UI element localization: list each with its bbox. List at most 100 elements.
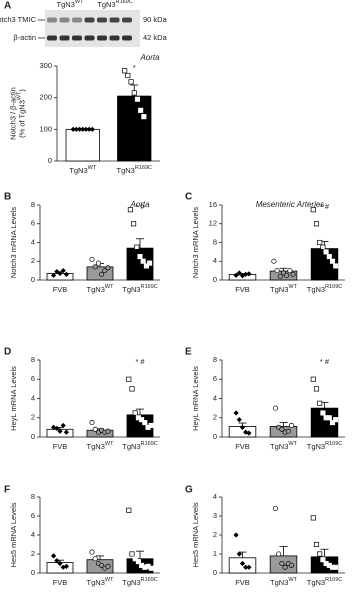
data-point (288, 422, 295, 429)
y-axis-label: Hes5 mRNA Levels (191, 502, 200, 567)
superscript: R169C (325, 577, 342, 583)
significance: * # (135, 202, 145, 211)
panel-letter: A (4, 1, 11, 12)
x-tick-label: TgN3WT (270, 441, 298, 451)
blot-band (122, 17, 132, 23)
x-tick-label: FVB (53, 578, 68, 587)
data-point (63, 563, 69, 569)
data-point (102, 268, 108, 274)
data-point (290, 271, 296, 277)
y-axis-label: Notch3 mRNA Levels (9, 207, 18, 279)
text-part: TgN3 (87, 578, 105, 587)
data-point (233, 532, 239, 538)
data-point (246, 564, 252, 570)
bar (117, 95, 152, 162)
data-point (236, 417, 242, 423)
panel-title: Mesenteric Arteries (256, 200, 325, 209)
text-part: TgN3 (270, 285, 288, 294)
data-point (139, 417, 145, 423)
data-point (236, 270, 242, 276)
data-point (132, 556, 138, 562)
x-tick-label: TgN3WT (87, 284, 115, 294)
y-tick-label: 2 (31, 549, 35, 558)
x-tick-label: TgN3R169C (307, 577, 342, 587)
size-label: 42 kDa (143, 33, 168, 42)
lane-label: TgN3R169C (97, 0, 132, 9)
superscript: WT (105, 441, 114, 447)
data-point (92, 556, 98, 562)
superscript: R169C (116, 0, 133, 5)
data-point (105, 428, 111, 434)
data-point (142, 420, 148, 426)
data-point (243, 271, 249, 277)
y-tick-label: 6 (213, 374, 217, 383)
y-tick-label: 2 (31, 413, 35, 422)
data-point (313, 541, 320, 548)
significance: * # (135, 357, 145, 366)
superscript: R169C (325, 284, 342, 290)
blot-band (97, 35, 107, 41)
superscript: R169C (141, 441, 158, 447)
y-axis-label: Notch3 mRNA Levels (191, 207, 200, 279)
y-tick-label: 8 (31, 355, 35, 364)
data-point (63, 429, 69, 435)
y-tick-label: 0 (31, 568, 35, 577)
data-point (89, 256, 95, 262)
y-axis-label: HeyL mRNA Levels (9, 366, 18, 431)
data-point (148, 565, 154, 571)
x-tick-label: TgN3WT (69, 165, 97, 175)
data-point (326, 415, 332, 421)
text-part: TgN3 (117, 166, 135, 175)
data-point (246, 430, 252, 436)
superscript: WT (88, 165, 97, 171)
x-tick-label: TgN3R169C (122, 441, 157, 451)
data-point (272, 405, 279, 411)
data-point (60, 422, 66, 429)
superscript: R169C (141, 577, 158, 583)
data-point (127, 207, 133, 213)
data-point (288, 562, 295, 568)
panel-title: Aorta (129, 200, 150, 209)
data-point (329, 420, 336, 426)
text-part: TgN3 (307, 285, 325, 294)
superscript: WT (105, 577, 114, 583)
data-point (282, 564, 288, 570)
data-point (236, 551, 242, 557)
data-point (57, 428, 63, 434)
data-point (80, 126, 86, 132)
data-point (233, 410, 239, 416)
data-point (147, 260, 153, 266)
blot-band (59, 35, 70, 41)
data-point (105, 265, 111, 271)
superscript: WT (288, 577, 297, 583)
data-point (271, 258, 277, 264)
data-point (137, 254, 143, 260)
data-point (95, 260, 101, 266)
y-tick-label: 12 (209, 219, 217, 228)
x-tick-label: TgN3R169C (122, 284, 157, 294)
x-tick-label: FVB (53, 285, 68, 294)
panel-letter: E (185, 347, 192, 358)
panel-title: Aorta (139, 53, 160, 62)
y-tick-label: 0 (213, 275, 217, 284)
data-point (320, 244, 326, 250)
x-tick-label: TgN3R169C (307, 441, 342, 451)
data-point (284, 272, 290, 278)
data-point (333, 263, 339, 269)
data-point (329, 258, 336, 264)
y-tick-label: 0 (31, 432, 35, 441)
data-point (134, 244, 140, 250)
text-part: TgN3 (69, 166, 87, 175)
y-tick-label: 300 (39, 61, 52, 70)
data-point (287, 268, 293, 274)
y-tick-label: 100 (39, 124, 52, 133)
data-point (92, 264, 98, 270)
text-part: (% of TgN3 (17, 100, 26, 138)
data-point (89, 549, 95, 555)
data-point (317, 400, 323, 406)
y-tick-label: 4 (213, 492, 217, 501)
text-part: TgN3 (270, 578, 288, 587)
y-tick-label: 0 (31, 275, 35, 284)
x-tick-label: TgN3R169C (117, 165, 152, 175)
data-point (141, 114, 147, 120)
